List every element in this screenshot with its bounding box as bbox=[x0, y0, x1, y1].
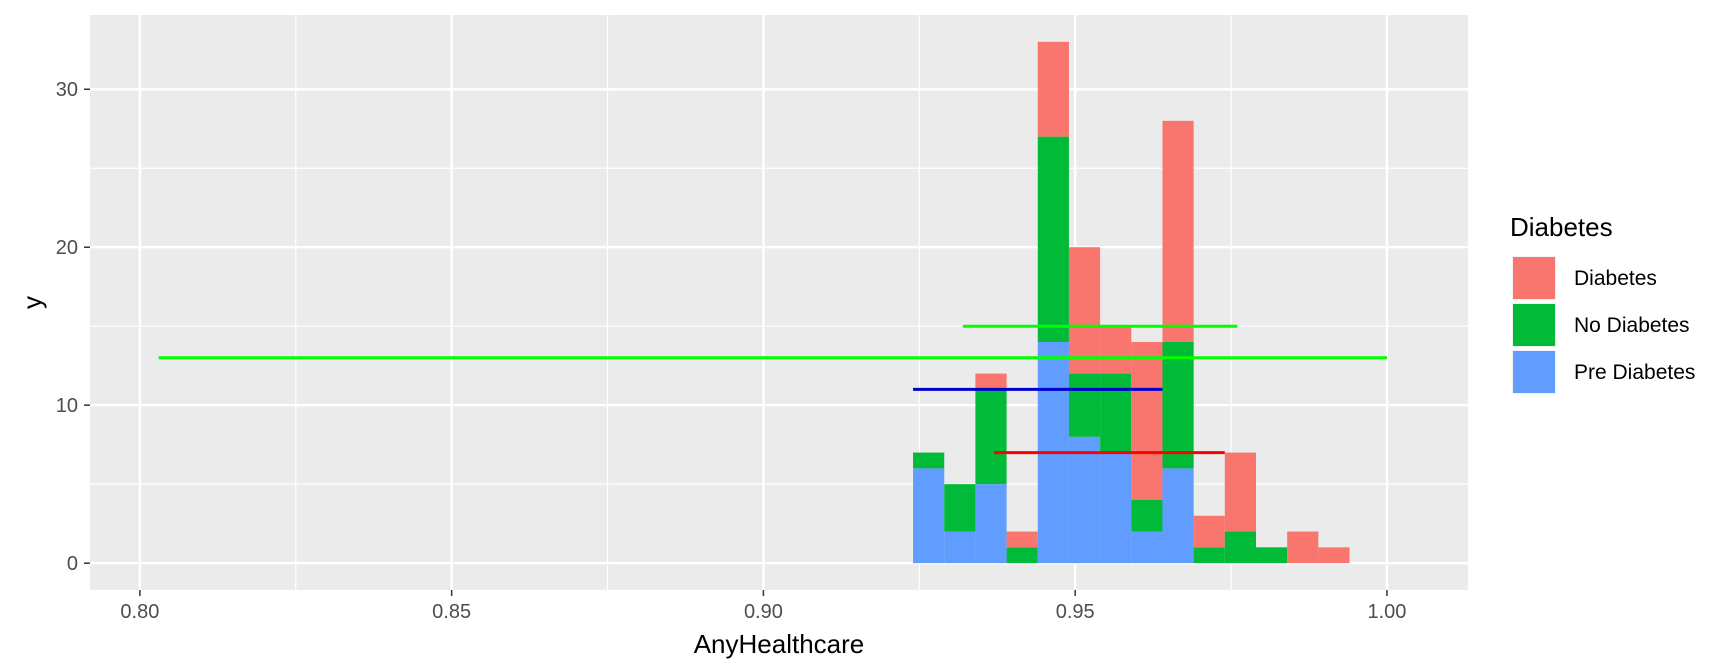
legend-swatch bbox=[1513, 257, 1555, 299]
legend-label: Pre Diabetes bbox=[1574, 361, 1695, 384]
bar-segment bbox=[913, 468, 945, 564]
y-tick-label: 0 bbox=[67, 553, 78, 575]
y-axis: 0 10 20 30 bbox=[56, 79, 90, 575]
bar-segment bbox=[1100, 373, 1132, 453]
bar-segment bbox=[944, 531, 976, 564]
x-axis-title: AnyHealthcare bbox=[694, 629, 865, 659]
y-tick-label: 10 bbox=[56, 395, 78, 417]
x-tick-label: 0.80 bbox=[120, 601, 159, 623]
bar-segment bbox=[1193, 547, 1225, 564]
legend-swatch bbox=[1513, 304, 1555, 346]
bar-segment bbox=[1068, 247, 1101, 374]
bar-segment bbox=[1256, 547, 1288, 564]
bar-segment bbox=[1100, 326, 1132, 374]
x-tick-label: 1.00 bbox=[1367, 601, 1406, 623]
bar-segment bbox=[1162, 468, 1194, 564]
legend-label: No Diabetes bbox=[1574, 314, 1690, 337]
legend-title: Diabetes bbox=[1510, 212, 1613, 242]
legend-swatch bbox=[1513, 351, 1555, 393]
bar-segment bbox=[1131, 531, 1163, 564]
bar-segment bbox=[975, 373, 1007, 390]
bar-segment bbox=[1224, 531, 1256, 564]
y-axis-title: y bbox=[17, 296, 47, 309]
bar-segment bbox=[1037, 41, 1069, 137]
legend-label: Diabetes bbox=[1574, 267, 1657, 290]
bar-segment bbox=[1037, 136, 1069, 342]
bar-segment bbox=[1100, 452, 1132, 564]
x-tick-label: 0.85 bbox=[432, 601, 471, 623]
y-tick-label: 30 bbox=[56, 79, 78, 101]
bar-segment bbox=[1287, 531, 1319, 564]
x-tick-label: 0.90 bbox=[744, 601, 783, 623]
bar-segment bbox=[913, 452, 945, 469]
minor-gridlines bbox=[90, 9, 1468, 590]
bar-segment bbox=[1068, 373, 1101, 437]
bar-segment bbox=[1224, 452, 1256, 532]
bar-segment bbox=[1131, 341, 1163, 500]
bar-segment bbox=[1162, 120, 1194, 342]
bar-segment bbox=[1006, 531, 1038, 548]
bar-segment bbox=[975, 484, 1007, 564]
major-gridlines bbox=[90, 15, 1468, 590]
y-tick-label: 20 bbox=[56, 237, 78, 259]
legend: Diabetes Diabetes No Diabetes Pre Diabetes bbox=[1510, 212, 1695, 394]
x-tick-label: 0.95 bbox=[1056, 601, 1095, 623]
bar-segment bbox=[1318, 547, 1350, 564]
x-axis: 0.80 0.85 0.90 0.95 1.00 bbox=[120, 590, 1406, 623]
bar-segment bbox=[1193, 515, 1225, 548]
plot-panel bbox=[90, 15, 1468, 590]
histogram-bars bbox=[913, 41, 1350, 564]
bar-segment bbox=[1131, 499, 1163, 532]
bar-segment bbox=[944, 484, 976, 532]
overlay-segments bbox=[158, 324, 1387, 455]
bar-segment bbox=[975, 389, 1007, 485]
bar-segment bbox=[1068, 436, 1101, 564]
bar-segment bbox=[1162, 341, 1194, 469]
bar-segment bbox=[1006, 547, 1038, 564]
